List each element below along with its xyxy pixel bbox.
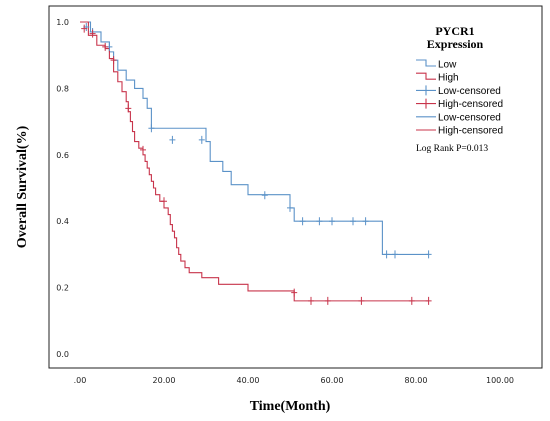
y-axis-title: Overall Survival(%) <box>15 125 30 248</box>
low-censor-mark <box>425 250 432 259</box>
x-tick-label: .00 <box>74 376 87 385</box>
high-censor-mark <box>358 296 365 305</box>
legend-label-high: High <box>438 73 459 84</box>
survival-curves <box>80 21 429 302</box>
low-censor-mark <box>362 217 369 226</box>
high-survival-curve <box>80 21 429 302</box>
low-censor-mark <box>383 250 390 259</box>
y-tick-label: 1.0 <box>56 18 69 27</box>
high-censor-mark <box>408 296 415 305</box>
x-tick-label: 60.00 <box>321 376 344 385</box>
legend: Low High Low-censored High-censored Low-cens… <box>416 59 503 137</box>
x-tick-label: 40.00 <box>237 376 260 385</box>
low-censor-mark <box>392 250 398 259</box>
low-censor-mark <box>148 124 155 133</box>
high-censor-mark <box>89 29 96 38</box>
high-censor-mark <box>161 197 167 206</box>
x-tick-label: 80.00 <box>405 376 428 385</box>
high-censor-mark <box>324 296 331 305</box>
low-censor-mark <box>198 135 205 144</box>
y-axis-ticks: 0.0 0.2 0.4 0.6 0.8 1.0 <box>56 18 69 359</box>
legend-label-high-censored: High-censored <box>438 126 503 137</box>
legend-swatch-high <box>416 72 436 80</box>
high-censor-mark <box>125 104 132 113</box>
low-censor-mark <box>169 135 176 144</box>
censor-marks <box>81 22 432 305</box>
legend-title-line2: Expression <box>427 37 484 51</box>
x-tick-label: 100.00 <box>486 376 514 385</box>
y-tick-label: 0.4 <box>56 217 69 226</box>
legend-swatch-low-censored <box>416 85 436 96</box>
high-censor-mark <box>102 42 109 51</box>
low-censor-mark <box>350 217 356 226</box>
high-censor-mark <box>291 288 298 297</box>
legend-label-low-censored: Low-censored <box>438 86 501 97</box>
x-axis-title: Time(Month) <box>250 399 331 414</box>
low-censor-mark <box>316 217 323 226</box>
log-rank-annotation: Log Rank P=0.013 <box>416 144 488 154</box>
low-censor-mark <box>329 217 335 226</box>
low-censor-mark <box>299 217 306 226</box>
y-tick-label: 0.0 <box>56 350 69 359</box>
x-axis-ticks: .00 20.00 40.00 60.00 80.00 100.00 <box>74 376 514 385</box>
legend-swatch-high-censored <box>416 98 436 109</box>
high-censor-mark <box>140 145 146 154</box>
legend-label-low-censored: Low-censored <box>438 112 501 123</box>
high-censor-mark <box>308 296 314 305</box>
low-survival-curve <box>80 21 429 255</box>
low-censor-mark <box>261 191 268 200</box>
legend-swatch-low <box>416 59 436 67</box>
y-tick-label: 0.8 <box>56 84 69 93</box>
plot-frame <box>48 5 543 369</box>
y-tick-label: 0.6 <box>56 151 69 160</box>
high-censor-mark <box>81 24 88 33</box>
high-censor-mark <box>110 56 117 65</box>
legend-label-high-censored: High-censored <box>438 99 503 110</box>
high-censor-mark <box>425 296 432 305</box>
legend-title-line1: PYCR1 <box>435 24 474 38</box>
y-tick-label: 0.2 <box>56 284 69 293</box>
x-tick-label: 20.00 <box>153 376 176 385</box>
legend-label-low: Low <box>438 60 457 71</box>
low-censor-mark <box>287 203 293 212</box>
